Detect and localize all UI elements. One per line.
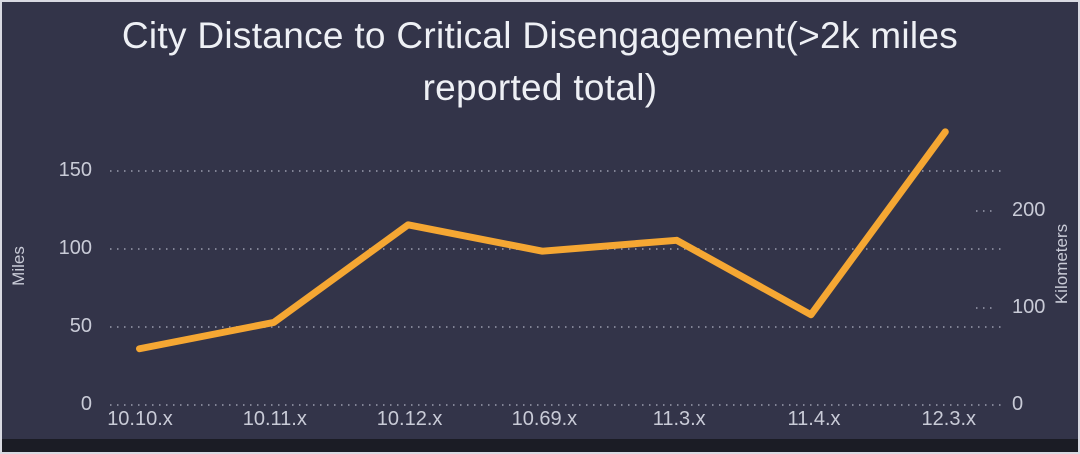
data-line (136, 128, 949, 353)
y-axis-right-tick-label: 200 (1012, 198, 1046, 221)
gridline-0-miles (110, 404, 1004, 406)
y-axis-left-tick-label: 150 (58, 158, 92, 181)
x-axis-tick-label: 10.10.x (107, 408, 173, 430)
x-axis-tick-label: 10.11.x (242, 408, 307, 430)
chart-title: City Distance to Critical Disengagement(… (2, 10, 1078, 114)
x-axis-tick-label: 10.69.x (511, 408, 578, 430)
gridline-150-miles (110, 169, 1004, 172)
x-axis-tick-label: 11.3.x (652, 408, 706, 430)
x-axis-tick-label: 10.12.x (376, 408, 443, 430)
y-axis-left-tick-label: 0 (80, 393, 92, 416)
chart-title-line-2: reported total) (422, 67, 658, 108)
y-axis-left-tick-label: 50 (69, 314, 92, 337)
chart-title-line-1: City Distance to Critical Disengagement(… (121, 15, 959, 56)
x-axis-tick-label: 12.3.x (921, 408, 977, 430)
y-axis-right-tick-label: 100 (1012, 295, 1046, 318)
bottom-band (2, 439, 1078, 452)
gridline-50-miles (110, 325, 1004, 328)
y-axis-right-tick-label: 0 (1012, 393, 1024, 416)
right-axis-tick-stub (976, 209, 994, 212)
y-axis-left-tick-label: 100 (58, 236, 92, 259)
right-axis-tick-stub (976, 306, 994, 309)
x-axis-tick-label: 11.4.x (787, 408, 841, 430)
